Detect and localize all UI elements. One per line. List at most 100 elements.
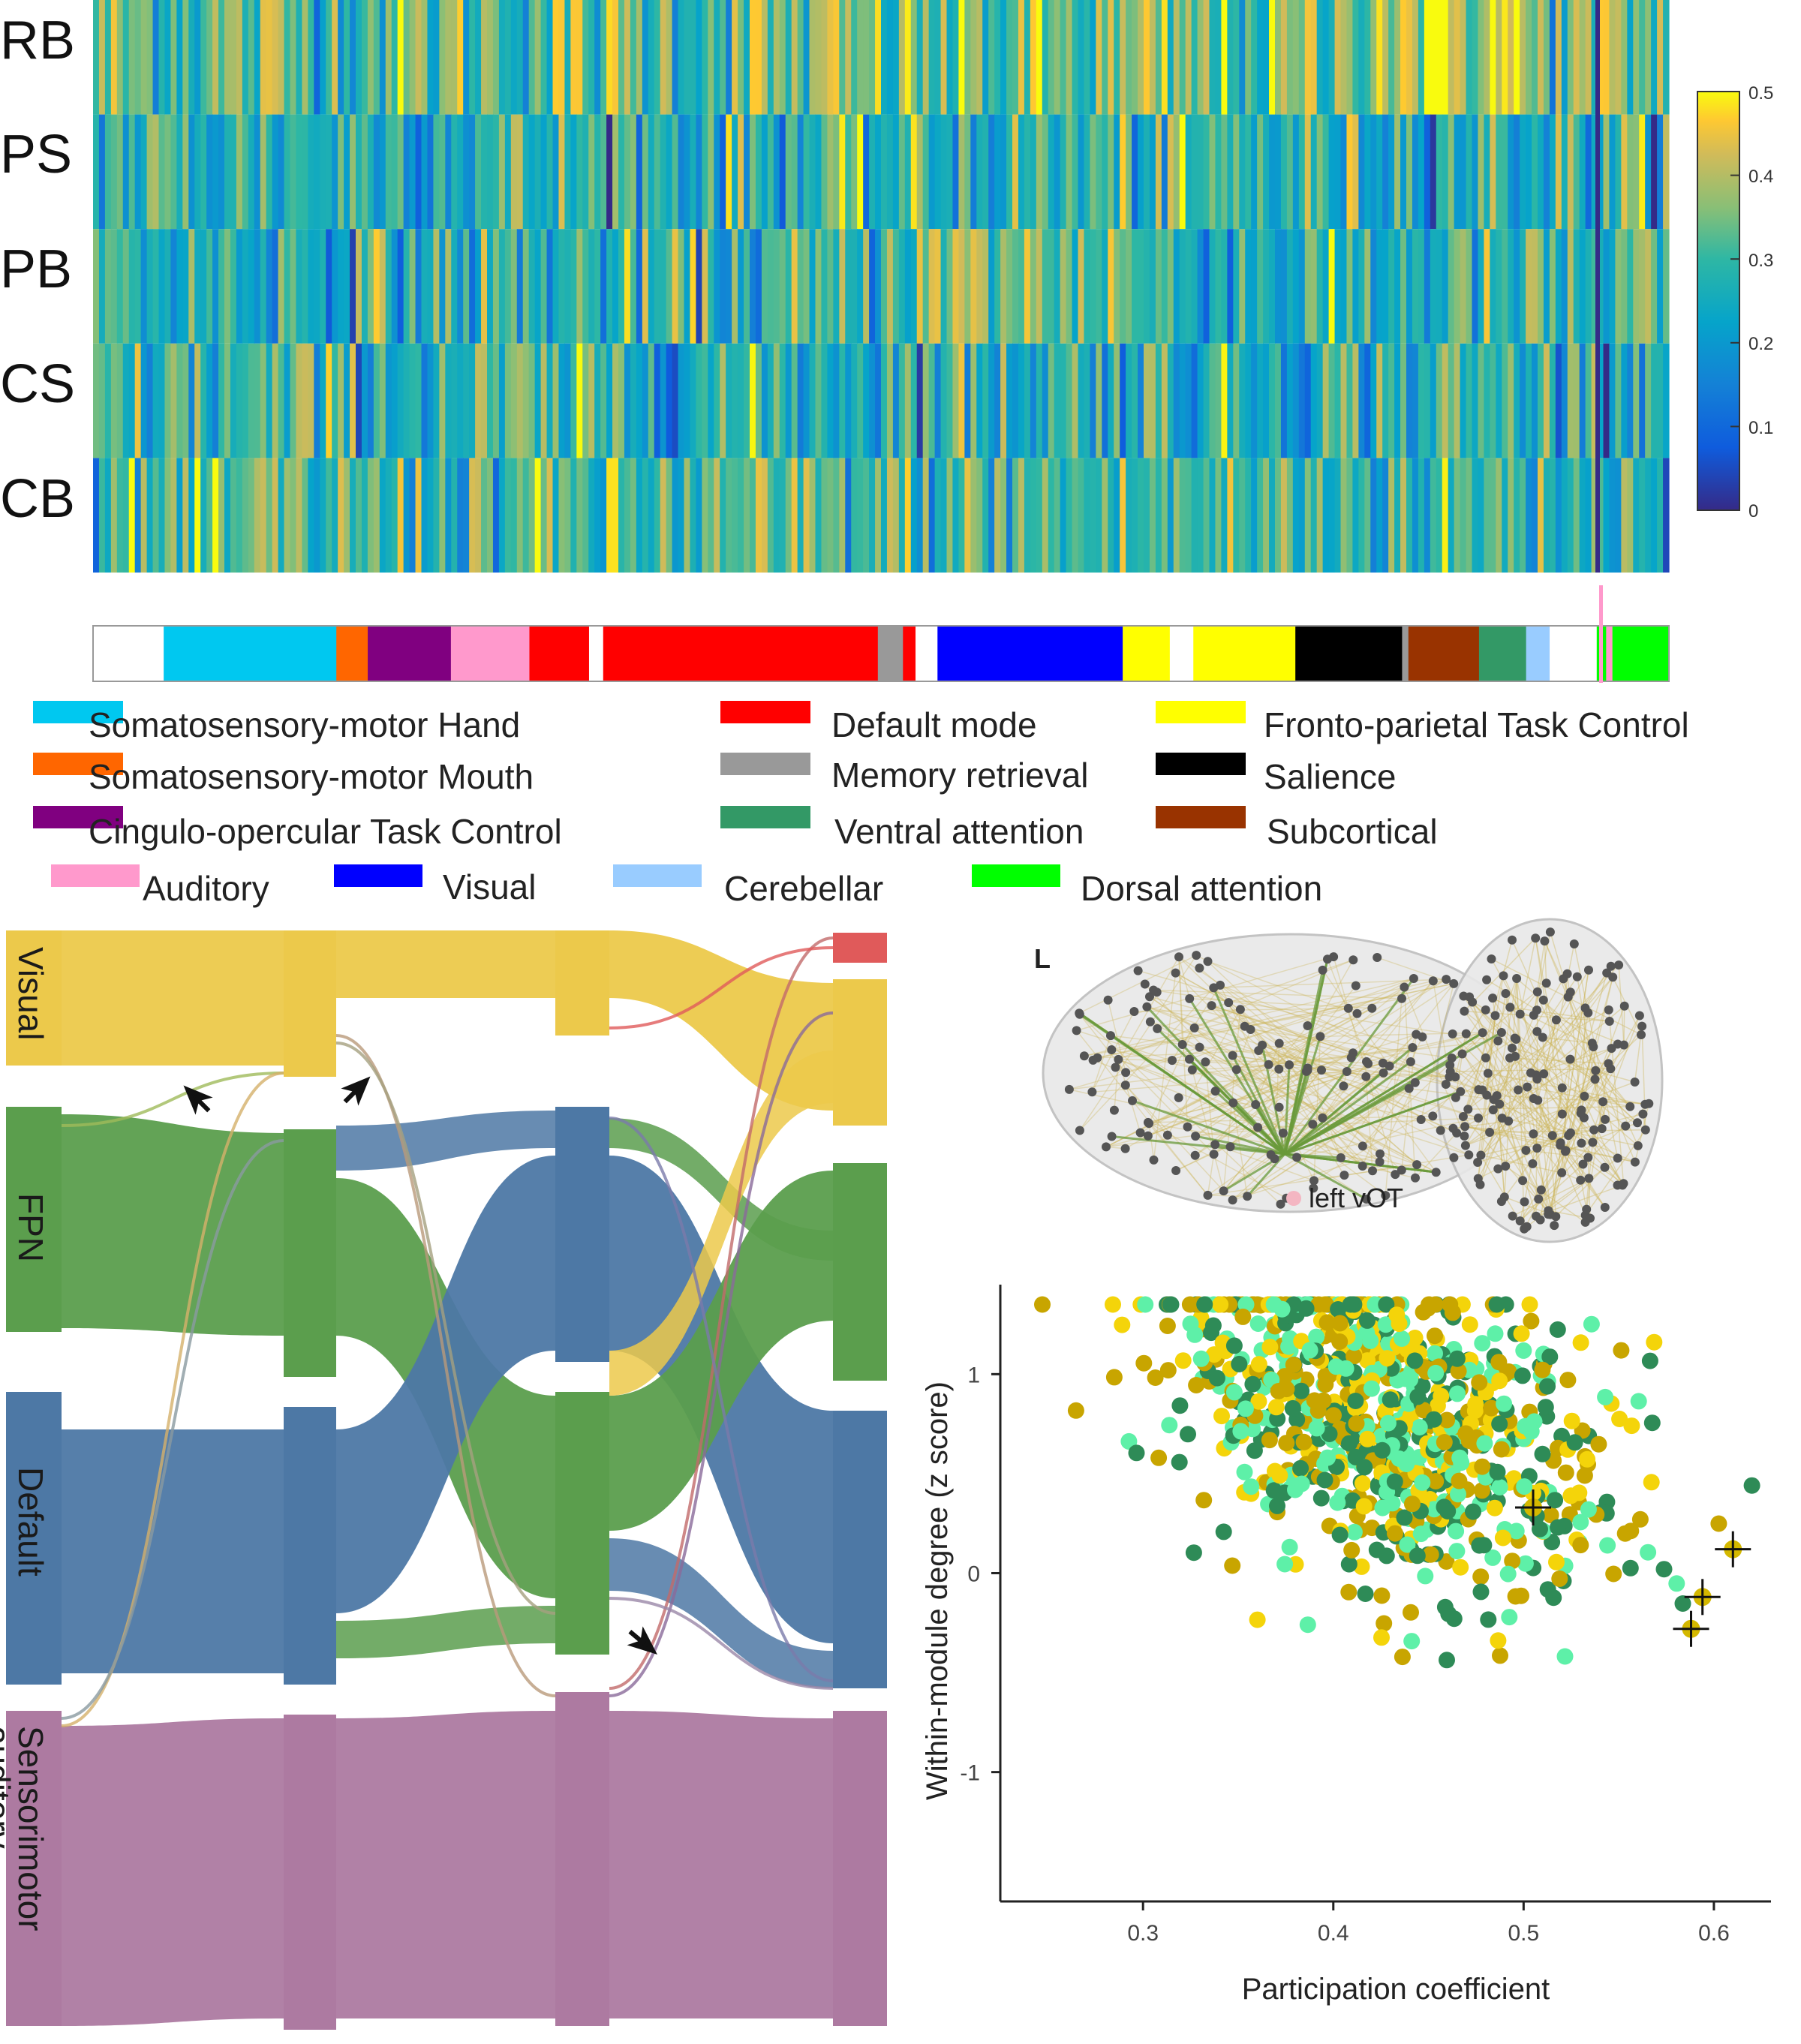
scatter-point: [1347, 1393, 1364, 1409]
heatmap-cell: [1346, 229, 1353, 344]
heatmap-cell: [194, 458, 201, 573]
scatter-point: [1276, 1556, 1294, 1573]
scatter-point: [1532, 1520, 1548, 1538]
heatmap-cell: [636, 229, 643, 344]
heatmap-cell: [1358, 114, 1365, 230]
heatmap-cell: [1090, 114, 1096, 230]
brain-edge: [1542, 1036, 1592, 1045]
heatmap-cell: [1042, 114, 1049, 230]
heatmap-cell: [361, 0, 368, 115]
heatmap-cell: [952, 114, 959, 230]
scatter-point: [1490, 1354, 1508, 1371]
heatmap-cell: [1269, 114, 1276, 230]
heatmap-cell: [1185, 458, 1192, 573]
heatmap-cell: [892, 229, 900, 344]
heatmap-cell: [827, 114, 834, 230]
brain-edge: [1462, 1053, 1562, 1174]
heatmap-cell: [176, 458, 183, 573]
heatmap-cell: [403, 343, 410, 458]
heatmap-cell: [1424, 0, 1431, 115]
legend-swatch: [1156, 753, 1246, 775]
heatmap-cell: [1651, 0, 1658, 115]
heatmap-cell: [618, 114, 625, 230]
heatmap-cell: [558, 114, 565, 230]
heatmap-cell: [1245, 229, 1252, 344]
heatmap-cell: [1496, 114, 1502, 230]
heatmap-cell: [1102, 458, 1108, 573]
brain-node: [1381, 1191, 1391, 1201]
legend-label: Fronto-parietal Task Control: [1264, 705, 1689, 744]
heatmap-cell: [570, 0, 577, 115]
scatter-point: [1331, 1333, 1348, 1350]
heatmap-cell: [1078, 114, 1085, 230]
heatmap-cell: [1376, 343, 1383, 458]
heatmap-cell: [290, 0, 297, 115]
brain-node: [1458, 1112, 1468, 1121]
heatmap-cell: [785, 229, 792, 344]
heatmap-cell: [1286, 458, 1294, 573]
heatmap-cell: [636, 343, 643, 458]
heatmap-cell: [433, 229, 440, 344]
scatter-point: [1318, 1314, 1336, 1331]
heatmap-cell: [916, 114, 924, 230]
brain-node: [1191, 1132, 1201, 1141]
scatter-point: [1452, 1559, 1469, 1576]
heatmap-cell: [582, 229, 589, 344]
heatmap-cell: [1442, 229, 1449, 344]
brain-node: [1072, 1026, 1081, 1036]
heatmap-cell: [946, 114, 954, 230]
heatmap-cell: [1502, 114, 1508, 230]
heatmap-cell: [803, 343, 810, 458]
heatmap-cell: [1114, 229, 1120, 344]
brain-edge: [1320, 1008, 1373, 1037]
heatmap-cell: [1072, 343, 1079, 458]
heatmap-cell: [564, 343, 571, 458]
heatmap-cell: [1609, 229, 1616, 344]
heatmap-cell: [833, 114, 840, 230]
heatmap-cell: [552, 343, 560, 458]
heatmap-cell: [98, 114, 106, 230]
heatmap-cell: [839, 114, 846, 230]
brain-node: [1557, 1083, 1567, 1093]
heatmap-cell: [451, 114, 458, 230]
heatmap-cell: [128, 458, 136, 573]
brain-edge: [1463, 1011, 1606, 1208]
heatmap-cell: [158, 343, 166, 458]
heatmap-cell: [528, 0, 536, 115]
heatmap-cell: [1036, 458, 1043, 573]
heatmap-cell: [260, 458, 267, 573]
heatmap-cell: [1448, 0, 1455, 115]
heatmap-cell: [940, 229, 948, 344]
brain-edge: [1452, 1033, 1566, 1153]
scatter-point: [1436, 1434, 1453, 1450]
x-tick-label: 0.4: [1318, 1921, 1349, 1946]
heatmap-cell: [1102, 229, 1108, 344]
brain-node: [1598, 1097, 1608, 1107]
heatmap-cell: [952, 229, 959, 344]
heatmap-cell: [475, 114, 482, 230]
scatter-point: [1232, 1423, 1249, 1440]
scatter-point: [1643, 1414, 1661, 1432]
heatmap-cell: [988, 458, 995, 573]
scatter-point: [1559, 1372, 1577, 1389]
heatmap-cell: [534, 0, 542, 115]
brain-node: [1362, 1057, 1371, 1066]
brain-node: [1526, 1068, 1535, 1078]
heatmap-cell: [940, 343, 948, 458]
heatmap-cell: [1555, 114, 1562, 230]
heatmap-cell: [1543, 343, 1550, 458]
brain-node: [1385, 1061, 1394, 1071]
heatmap-cell: [361, 343, 368, 458]
heatmap-cell: [624, 343, 631, 458]
heatmap-cell: [158, 0, 166, 115]
heatmap-cell: [504, 0, 512, 115]
alluvial-module-node: [6, 1711, 62, 2026]
heatmap-cell: [1555, 229, 1562, 344]
heatmap-cell: [1322, 114, 1330, 230]
scatter-point: [1471, 1374, 1488, 1391]
heatmap-cell: [1603, 229, 1610, 344]
heatmap-cell: [1239, 458, 1246, 573]
heatmap-cell: [1502, 458, 1508, 573]
heatmap-cell: [1484, 114, 1490, 230]
heatmap-cell: [1508, 343, 1514, 458]
